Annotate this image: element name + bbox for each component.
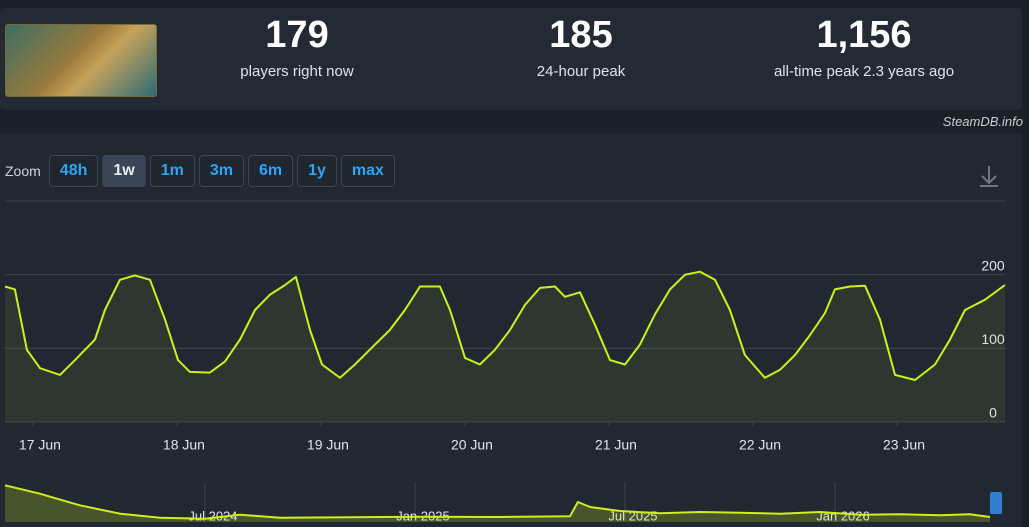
stat-value: 1,156 [816, 14, 912, 56]
x-tick-label: 22 Jun [739, 437, 781, 453]
navigator-handle[interactable] [990, 492, 1002, 514]
y-tick-label: 200 [981, 257, 1005, 273]
zoom-label: Zoom [5, 163, 41, 179]
zoom-button[interactable]: 3m [198, 155, 244, 187]
line [4, 484, 991, 520]
x-tick-label: 21 Jun [595, 437, 637, 453]
x-tick-label: 19 Jun [307, 437, 349, 453]
zoom-button[interactable]: 6m [247, 155, 294, 187]
zoom-button[interactable]: 48h [48, 155, 99, 187]
y-tick-label: 100 [981, 331, 1005, 347]
zoom-bar: Zoom 48h 1w 1m 3m 6m 1y max [5, 155, 395, 187]
watermark: SteamDB.info [942, 114, 1023, 129]
zoom-button[interactable]: 1w [102, 155, 146, 187]
zoom-button[interactable]: max [340, 155, 395, 187]
area [5, 271, 1005, 422]
stat-value: 179 [265, 14, 329, 56]
game-image [5, 24, 157, 97]
x-tick-label: 17 Jun [19, 437, 61, 453]
x-tick-label: 23 Jun [883, 437, 925, 453]
stat: 185 24-hour peak [451, 14, 711, 80]
stat-label: all-time peak 2.3 years ago [773, 63, 955, 80]
stat: 1,156 all-time peak 2.3 years ago [734, 14, 994, 80]
x-tick-label: Jul 2024 [188, 508, 237, 523]
download-icon[interactable] [980, 166, 998, 187]
zoom-button[interactable]: 1m [149, 155, 195, 187]
zoom-button[interactable]: 1y [297, 155, 337, 187]
stat-label: 24-hour peak [536, 63, 626, 80]
stat-value: 185 [549, 14, 613, 56]
line [4, 270, 1006, 381]
stats-panel [0, 8, 1022, 110]
stat: 179 players right now [167, 14, 427, 80]
stat-label: players right now [240, 63, 354, 80]
x-tick-label: 20 Jun [451, 437, 493, 453]
y-tick-label: 0 [989, 405, 997, 421]
x-tick-label: 18 Jun [163, 437, 205, 453]
